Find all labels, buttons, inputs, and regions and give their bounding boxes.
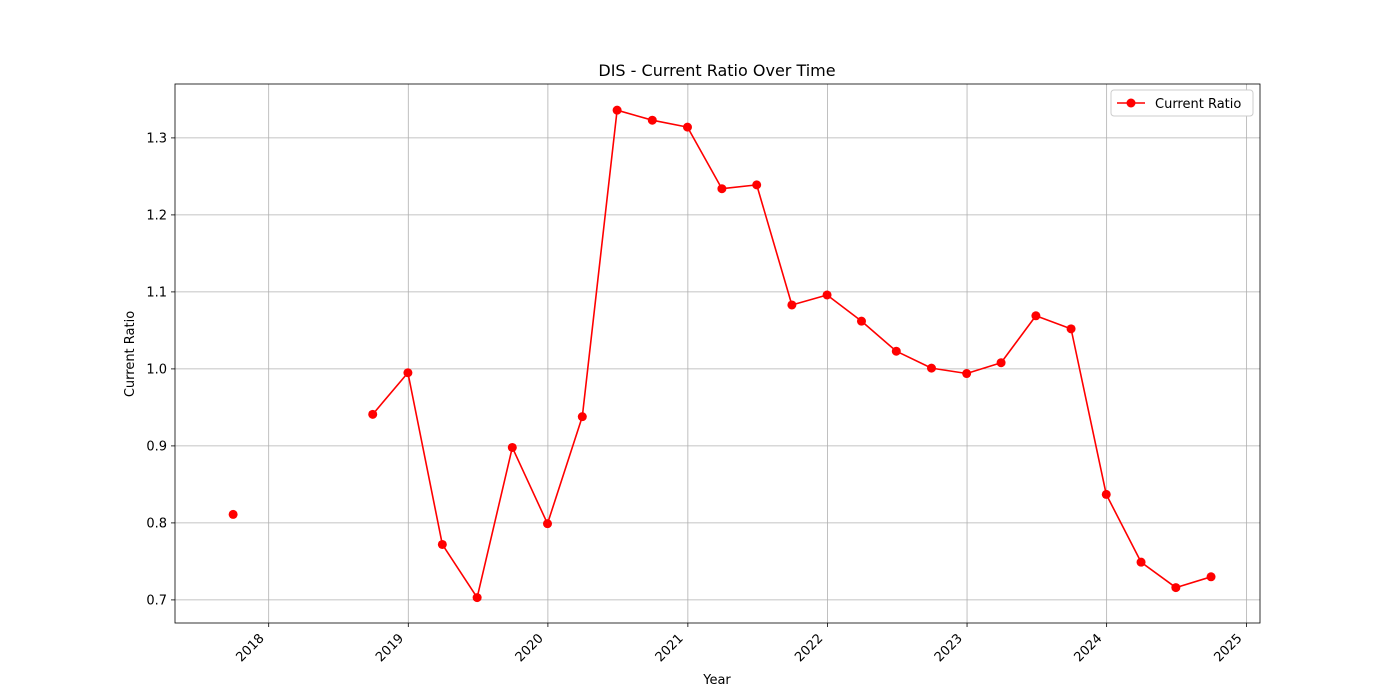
series-line-segment — [651, 119, 689, 128]
y-axis-title: Current Ratio — [123, 311, 138, 397]
series-line-segment — [616, 109, 654, 121]
series-line-segment — [686, 126, 723, 190]
series-line-segment — [721, 184, 758, 190]
series-line-segment — [1140, 561, 1177, 589]
data-point-marker — [1206, 572, 1216, 582]
series-line-segment — [1070, 328, 1108, 496]
y-tick-label: 1.1 — [146, 285, 167, 300]
data-point-marker — [996, 358, 1006, 368]
data-point-marker — [1171, 583, 1181, 593]
data-point-marker — [891, 346, 901, 356]
y-tick-label: 1.3 — [146, 131, 167, 146]
y-tick-label: 1.0 — [146, 362, 167, 377]
series-line-segment — [755, 184, 793, 306]
legend-label: Current Ratio — [1155, 97, 1241, 112]
series-line-segment — [895, 350, 933, 369]
series-line-segment — [965, 361, 1002, 375]
data-point-marker — [856, 316, 866, 326]
data-point-marker — [752, 180, 762, 190]
series-line-segment — [371, 371, 409, 416]
y-tick-label: 0.9 — [146, 439, 167, 454]
data-point-marker — [1031, 311, 1041, 321]
data-point-marker — [228, 509, 238, 519]
y-tick-label: 1.2 — [146, 208, 167, 223]
grid-lines — [175, 84, 1260, 623]
series-current-ratio — [228, 105, 1216, 603]
data-point-marker — [682, 122, 692, 132]
data-point-marker — [717, 184, 727, 194]
series-line-segment — [930, 367, 968, 375]
series-line-segment — [476, 446, 514, 599]
data-point-marker — [962, 369, 972, 379]
y-tick-label: 0.7 — [146, 593, 167, 608]
series-line-segment — [511, 446, 549, 525]
legend-box — [1110, 89, 1254, 117]
data-point-marker — [822, 290, 832, 300]
data-point-marker — [1101, 489, 1111, 499]
series-line-segment — [546, 415, 584, 525]
chart-title: DIS - Current Ratio Over Time — [598, 61, 835, 80]
data-point-marker — [1136, 557, 1146, 567]
data-point-marker — [787, 300, 797, 310]
series-line-segment — [826, 294, 863, 322]
plot-frame — [174, 83, 1261, 624]
series-line-segment — [791, 294, 828, 306]
series-line-segment — [1000, 314, 1037, 364]
series-line-segment — [860, 320, 898, 352]
data-point-marker — [403, 368, 413, 378]
data-point-marker — [926, 363, 936, 373]
data-point-marker — [437, 539, 447, 549]
data-point-marker — [647, 115, 657, 125]
data-point-marker — [543, 519, 553, 529]
data-point-marker — [368, 409, 378, 419]
data-point-marker — [1066, 324, 1076, 334]
series-line-segment — [441, 543, 478, 599]
series-line-segment — [581, 109, 618, 418]
data-point-marker — [577, 412, 587, 422]
data-point-marker — [612, 105, 622, 115]
legend-marker-swatch — [1126, 98, 1136, 108]
series-line-segment — [1175, 575, 1212, 589]
x-axis-title: Year — [702, 673, 731, 688]
legend: Current Ratio — [1110, 89, 1254, 117]
series-line-segment — [1105, 493, 1142, 563]
series-line-segment — [1035, 314, 1072, 330]
data-point-marker — [507, 442, 517, 452]
data-point-marker — [472, 593, 482, 603]
y-tick-label: 0.8 — [146, 516, 167, 531]
series-line-segment — [407, 371, 444, 546]
